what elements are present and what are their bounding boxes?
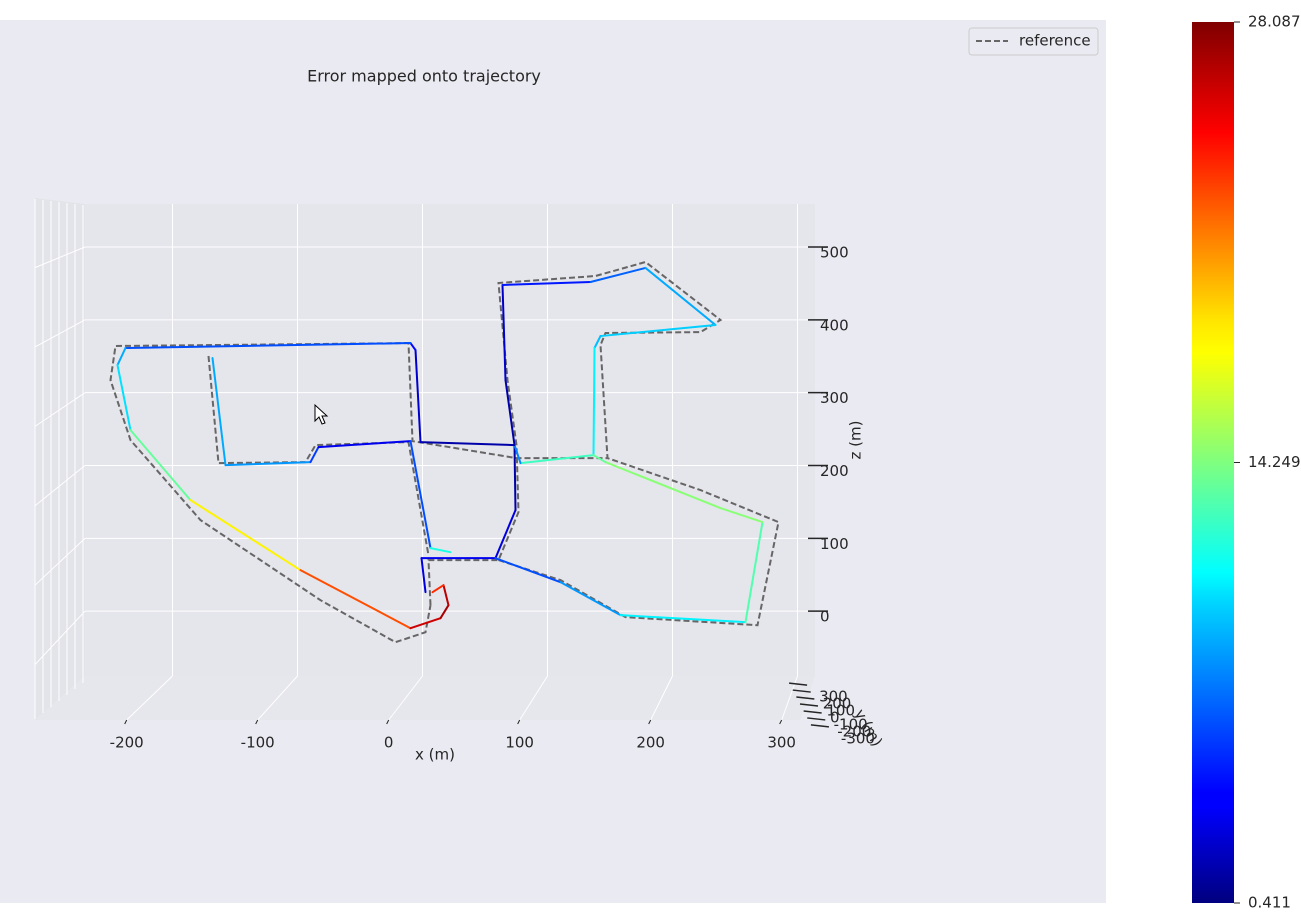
x-tick-label: 100 — [505, 734, 534, 752]
grid-line — [34, 319, 86, 348]
trajectory-segment — [519, 454, 595, 465]
trajectory-segment — [439, 604, 450, 620]
trajectory-segment — [604, 461, 722, 510]
z-tick-label: 0 — [820, 608, 830, 626]
trajectory-segment — [501, 281, 592, 286]
chart-title: Error mapped onto trajectory — [307, 67, 541, 86]
z-tick-label: 300 — [820, 389, 849, 407]
trajectory-segment — [124, 342, 412, 350]
trajectory-segment — [513, 444, 522, 465]
trajectory-segment — [414, 349, 422, 444]
x-tick-label: 300 — [767, 734, 796, 752]
trajectory-segment — [189, 499, 302, 572]
y-tick — [796, 696, 815, 700]
y-tick-label: 100 — [826, 702, 855, 720]
trajectory-segment — [513, 444, 517, 512]
z-tick-label: 500 — [820, 243, 849, 261]
y-tick — [792, 689, 811, 693]
trajectory-segment — [116, 364, 132, 432]
y-tick-label: -200 — [837, 722, 871, 740]
x-tick — [648, 719, 652, 725]
floor-grid-line — [126, 675, 173, 721]
trajectory-segment — [419, 441, 516, 447]
floor-grid-line — [519, 675, 548, 721]
legend-box — [968, 27, 1099, 56]
trajectory-segment — [644, 266, 717, 326]
trajectory-segment — [744, 521, 764, 624]
y-tick — [807, 717, 826, 721]
z-tick-label: 400 — [820, 316, 849, 334]
y-tick-label: 300 — [819, 688, 848, 706]
y-tick — [803, 710, 822, 714]
trajectory-segment — [494, 557, 562, 584]
trajectory-segment — [420, 557, 427, 594]
floor-grid-line — [650, 675, 673, 721]
y-tick-label: -300 — [841, 729, 875, 747]
trajectory-segment — [116, 347, 127, 367]
grid-line — [34, 537, 86, 586]
x-tick — [779, 719, 783, 725]
left-pane — [35, 198, 85, 720]
trajectory-segment — [494, 509, 517, 560]
y-tick-label: 200 — [823, 695, 852, 713]
back-pane — [85, 204, 815, 676]
trajectory-segment — [409, 342, 417, 352]
trajectory-segment — [129, 429, 192, 502]
x-axis-label: x (m) — [415, 746, 455, 764]
y-tick — [799, 703, 819, 707]
trajectory-segment — [309, 446, 320, 464]
x-tick — [124, 719, 128, 725]
y-tick — [789, 682, 808, 686]
trajectory-segment — [559, 581, 622, 617]
x-tick-label: 0 — [384, 734, 394, 752]
y-tick — [810, 724, 829, 728]
trajectory-segment — [442, 584, 450, 607]
x-tick-label: 200 — [636, 734, 665, 752]
colorbar — [1192, 22, 1234, 903]
grid-line — [34, 246, 86, 269]
z-axis-label: z (m) — [847, 421, 865, 460]
x-tick — [386, 719, 390, 725]
legend-label: reference — [1019, 32, 1091, 50]
grid-line — [34, 610, 86, 665]
trajectory-segment — [593, 335, 602, 350]
trajectory-segment — [317, 440, 412, 449]
reference-line — [109, 260, 780, 644]
colorbar-tick-label: 0.411 — [1248, 894, 1291, 912]
trajectory-segment — [599, 323, 717, 338]
x-tick-label: -100 — [241, 734, 275, 752]
floor-grid-line — [257, 675, 298, 721]
colorbar-tick-label: 14.249 — [1248, 453, 1301, 471]
x-tick — [517, 719, 521, 725]
trajectory-segment — [409, 617, 442, 630]
trajectory-segment — [431, 584, 445, 594]
trajectory-segment — [589, 266, 647, 284]
trajectory-segment — [211, 357, 227, 467]
legend: reference — [968, 27, 1099, 56]
x-tick-label: -200 — [110, 734, 144, 752]
grid-line — [34, 465, 86, 507]
z-tick-label: 100 — [820, 535, 849, 553]
trajectory-segment — [592, 347, 596, 457]
trajectory-segment — [619, 614, 747, 624]
floor-pane — [35, 676, 815, 720]
trajectory-segment — [592, 454, 607, 464]
trajectory-segment — [719, 507, 764, 524]
trajectory-segment — [224, 461, 312, 467]
trajectory-segment — [299, 569, 412, 630]
trajectory-segment — [501, 283, 507, 382]
mouse-cursor — [314, 403, 329, 425]
trajectory-segment — [429, 547, 452, 554]
colorbar-tick-label: 28.087 — [1248, 13, 1301, 31]
grid-line — [34, 392, 86, 427]
z-tick-label: 200 — [820, 462, 849, 480]
y-tick-label: 0 — [830, 709, 840, 727]
trajectory-segment — [409, 440, 432, 550]
floor-grid-line — [388, 675, 423, 721]
x-tick — [255, 719, 259, 725]
trajectory-segment — [504, 379, 516, 447]
y-tick-label: -100 — [834, 715, 868, 733]
